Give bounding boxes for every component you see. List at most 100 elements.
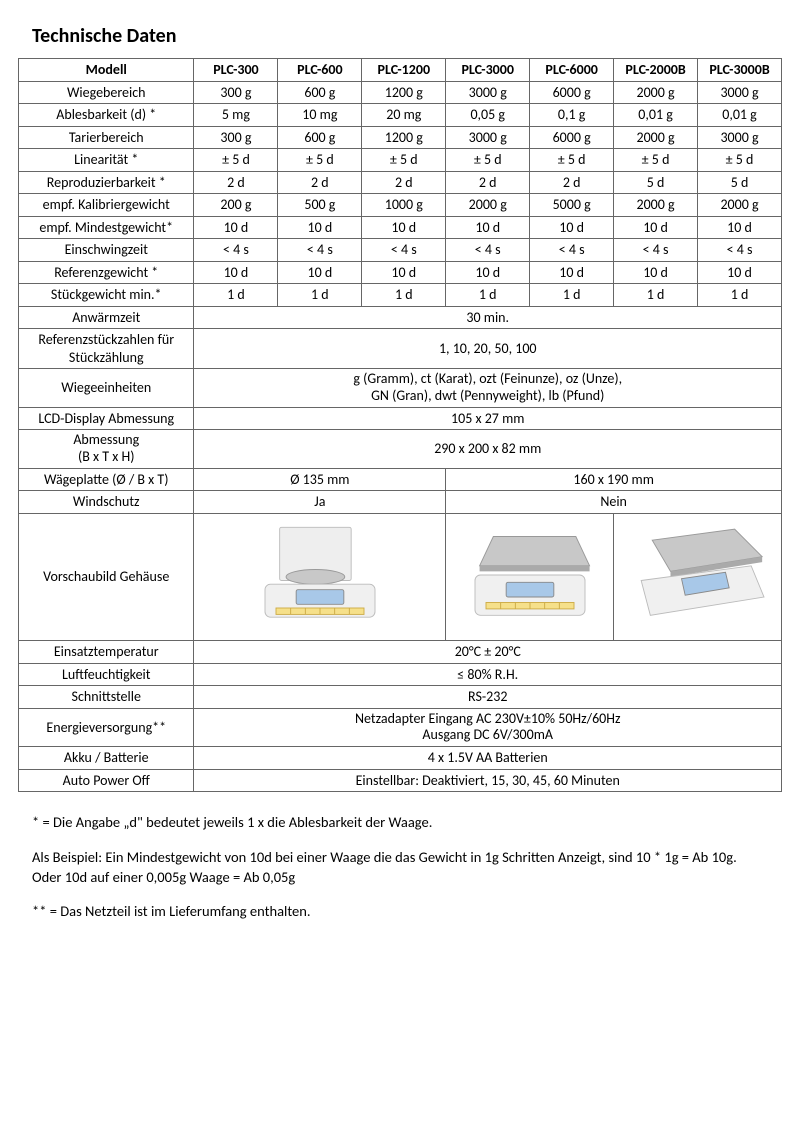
table-row: Einsatztemperatur20°C ± 20°C bbox=[19, 641, 782, 664]
cell-value: 10 d bbox=[194, 216, 278, 239]
footnote-1: * = Die Angabe „d" bedeutet jeweils 1 x … bbox=[32, 812, 768, 832]
cell-value: 20 mg bbox=[362, 104, 446, 127]
table-row: Tarierbereich300 g600 g1200 g 3000 g 6000 … bbox=[19, 126, 782, 149]
table-row: Luftfeuchtigkeit≤ 80% R.H. bbox=[19, 663, 782, 686]
cell-value: < 4 s bbox=[614, 239, 698, 262]
cell-value: 2 d bbox=[194, 171, 278, 194]
table-row: Abmessung(B x T x H)290 x 200 x 82 mm bbox=[19, 430, 782, 469]
cell-value: 300 g bbox=[194, 81, 278, 104]
col-PLC-6000: PLC-6000 bbox=[530, 59, 614, 82]
cell-value: ± 5 d bbox=[698, 149, 782, 172]
cell-value: 5 mg bbox=[194, 104, 278, 127]
table-row: WindschutzJaNein bbox=[19, 491, 782, 514]
cell-value: RS-232 bbox=[194, 686, 782, 709]
row-label: Tarierbereich bbox=[19, 126, 194, 149]
row-label: Abmessung(B x T x H) bbox=[19, 430, 194, 469]
cell-value: 5 d bbox=[614, 171, 698, 194]
cell-value: 1000 g bbox=[362, 194, 446, 217]
cell-value: 0,05 g bbox=[446, 104, 530, 127]
cell-value: 6000 g bbox=[530, 81, 614, 104]
col-PLC-300: PLC-300 bbox=[194, 59, 278, 82]
cell-value: 0,01 g bbox=[698, 104, 782, 127]
cell-value: ± 5 d bbox=[278, 149, 362, 172]
table-row: Wägeplatte (Ø / B x T)Ø 135 mm160 x 190 … bbox=[19, 468, 782, 491]
cell-value: 2000 g bbox=[614, 126, 698, 149]
cell-value: ± 5 d bbox=[446, 149, 530, 172]
cell-value: 500 g bbox=[278, 194, 362, 217]
table-row: Anwärmzeit30 min. bbox=[19, 306, 782, 329]
cell-value: < 4 s bbox=[194, 239, 278, 262]
cell-value: 10 d bbox=[362, 261, 446, 284]
header-row: ModellPLC-300PLC-600PLC-1200PLC-3000PLC-… bbox=[19, 59, 782, 82]
table-row: empf. Mindestgewicht*10 d10 d10 d10 d10 … bbox=[19, 216, 782, 239]
row-label: Anwärmzeit bbox=[19, 306, 194, 329]
cell-value: 10 d bbox=[446, 216, 530, 239]
cell-value: < 4 s bbox=[446, 239, 530, 262]
table-row: Wiegebereich300 g600 g1200 g3000 g6000 g… bbox=[19, 81, 782, 104]
row-label: Vorschaubild Gehäuse bbox=[19, 513, 194, 641]
table-row: SchnittstelleRS-232 bbox=[19, 686, 782, 709]
cell-value: 6000 g bbox=[530, 126, 614, 149]
cell-value: ≤ 80% R.H. bbox=[194, 663, 782, 686]
cell-value: 1 d bbox=[446, 284, 530, 307]
cell-value: ± 5 d bbox=[194, 149, 278, 172]
row-label: empf. Kalibriergewicht bbox=[19, 194, 194, 217]
cell-value: 1 d bbox=[530, 284, 614, 307]
cell-value: 2000 g bbox=[446, 194, 530, 217]
row-label: Luftfeuchtigkeit bbox=[19, 663, 194, 686]
footnotes: * = Die Angabe „d" bedeutet jeweils 1 x … bbox=[18, 812, 782, 921]
cell-value: 160 x 190 mm bbox=[446, 468, 782, 491]
table-row: Linearität *± 5 d± 5 d± 5 d± 5 d± 5 d± 5… bbox=[19, 149, 782, 172]
cell-value: Einstellbar: Deaktiviert, 15, 30, 45, 60… bbox=[194, 769, 782, 792]
table-row: empf. Kalibriergewicht200 g500 g1000 g20… bbox=[19, 194, 782, 217]
col-PLC-600: PLC-600 bbox=[278, 59, 362, 82]
cell-value: Nein bbox=[446, 491, 782, 514]
row-label: Einschwingzeit bbox=[19, 239, 194, 262]
cell-value: Ja bbox=[194, 491, 446, 514]
image-row: Vorschaubild Gehäuse bbox=[19, 513, 782, 641]
cell-value: ± 5 d bbox=[614, 149, 698, 172]
cell-value: 1 d bbox=[362, 284, 446, 307]
row-label: Wiegebereich bbox=[19, 81, 194, 104]
row-label: Referenzgewicht * bbox=[19, 261, 194, 284]
cell-value: 10 d bbox=[194, 261, 278, 284]
cell-value: 2000 g bbox=[698, 194, 782, 217]
cell-value: 10 d bbox=[614, 261, 698, 284]
cell-value: 600 g bbox=[278, 126, 362, 149]
table-row: Reproduzierbarkeit *2 d2 d2 d2 d2 d5 d5 … bbox=[19, 171, 782, 194]
row-label: Auto Power Off bbox=[19, 769, 194, 792]
table-row: Akku / Batterie4 x 1.5V AA Batterien bbox=[19, 747, 782, 770]
cell-value: 3000 g bbox=[698, 81, 782, 104]
cell-value: 1 d bbox=[614, 284, 698, 307]
cell-value: 2 d bbox=[530, 171, 614, 194]
table-row: Energieversorgung**Netzadapter Eingang A… bbox=[19, 708, 782, 747]
col-PLC-3000: PLC-3000 bbox=[446, 59, 530, 82]
footnote-3: ** = Das Netzteil ist im Lieferumfang en… bbox=[32, 901, 768, 921]
table-row: Einschwingzeit< 4 s< 4 s< 4 s< 4 s< 4 s<… bbox=[19, 239, 782, 262]
cell-value: 4 x 1.5V AA Batterien bbox=[194, 747, 782, 770]
cell-value: 2 d bbox=[278, 171, 362, 194]
cell-value: 3000 g bbox=[698, 126, 782, 149]
cell-value: 10 d bbox=[446, 261, 530, 284]
cell-value: 10 mg bbox=[278, 104, 362, 127]
cell-value: 1200 g bbox=[362, 126, 446, 149]
row-label: Schnittstelle bbox=[19, 686, 194, 709]
cell-value: 300 g bbox=[194, 126, 278, 149]
row-label: empf. Mindestgewicht* bbox=[19, 216, 194, 239]
row-label: Linearität * bbox=[19, 149, 194, 172]
cell-value: 2 d bbox=[446, 171, 530, 194]
cell-value: 0,01 g bbox=[614, 104, 698, 127]
table-row: Auto Power OffEinstellbar: Deaktiviert, … bbox=[19, 769, 782, 792]
table-row: Wiegeeinheiteng (Gramm), ct (Karat), ozt… bbox=[19, 369, 782, 408]
cell-value: 10 d bbox=[614, 216, 698, 239]
cell-value: 10 d bbox=[278, 261, 362, 284]
cell-value: 200 g bbox=[194, 194, 278, 217]
col-model: Modell bbox=[19, 59, 194, 82]
spec-table: ModellPLC-300PLC-600PLC-1200PLC-3000PLC-… bbox=[18, 58, 782, 792]
cell-value: 1200 g bbox=[362, 81, 446, 104]
cell-value: Netzadapter Eingang AC 230V±10% 50Hz/60H… bbox=[194, 708, 782, 747]
row-label: Ablesbarkeit (d) * bbox=[19, 104, 194, 127]
row-label: Akku / Batterie bbox=[19, 747, 194, 770]
cell-value: 1 d bbox=[698, 284, 782, 307]
col-PLC-1200: PLC-1200 bbox=[362, 59, 446, 82]
